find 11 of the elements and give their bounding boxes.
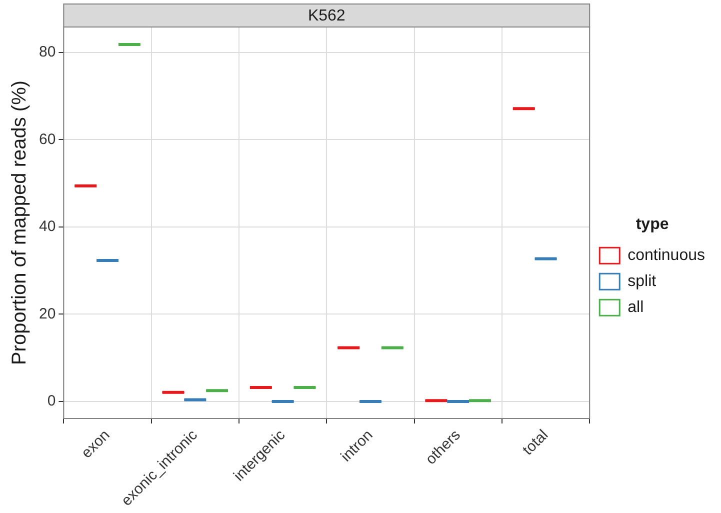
legend-title: type <box>636 216 669 233</box>
legend-label: continuous <box>628 247 705 264</box>
y-tick-label: 40 <box>38 218 56 236</box>
legend-label: all <box>628 299 644 316</box>
y-tick-label: 0 <box>47 392 56 410</box>
y-tick-label: 80 <box>38 43 56 60</box>
legend-label: split <box>628 273 657 290</box>
y-tick-label: 60 <box>38 130 56 148</box>
y-tick-label: 20 <box>38 305 56 322</box>
y-axis-title: Proportion of mapped reads (%) <box>8 80 31 366</box>
chart-title: K562 <box>308 7 346 24</box>
